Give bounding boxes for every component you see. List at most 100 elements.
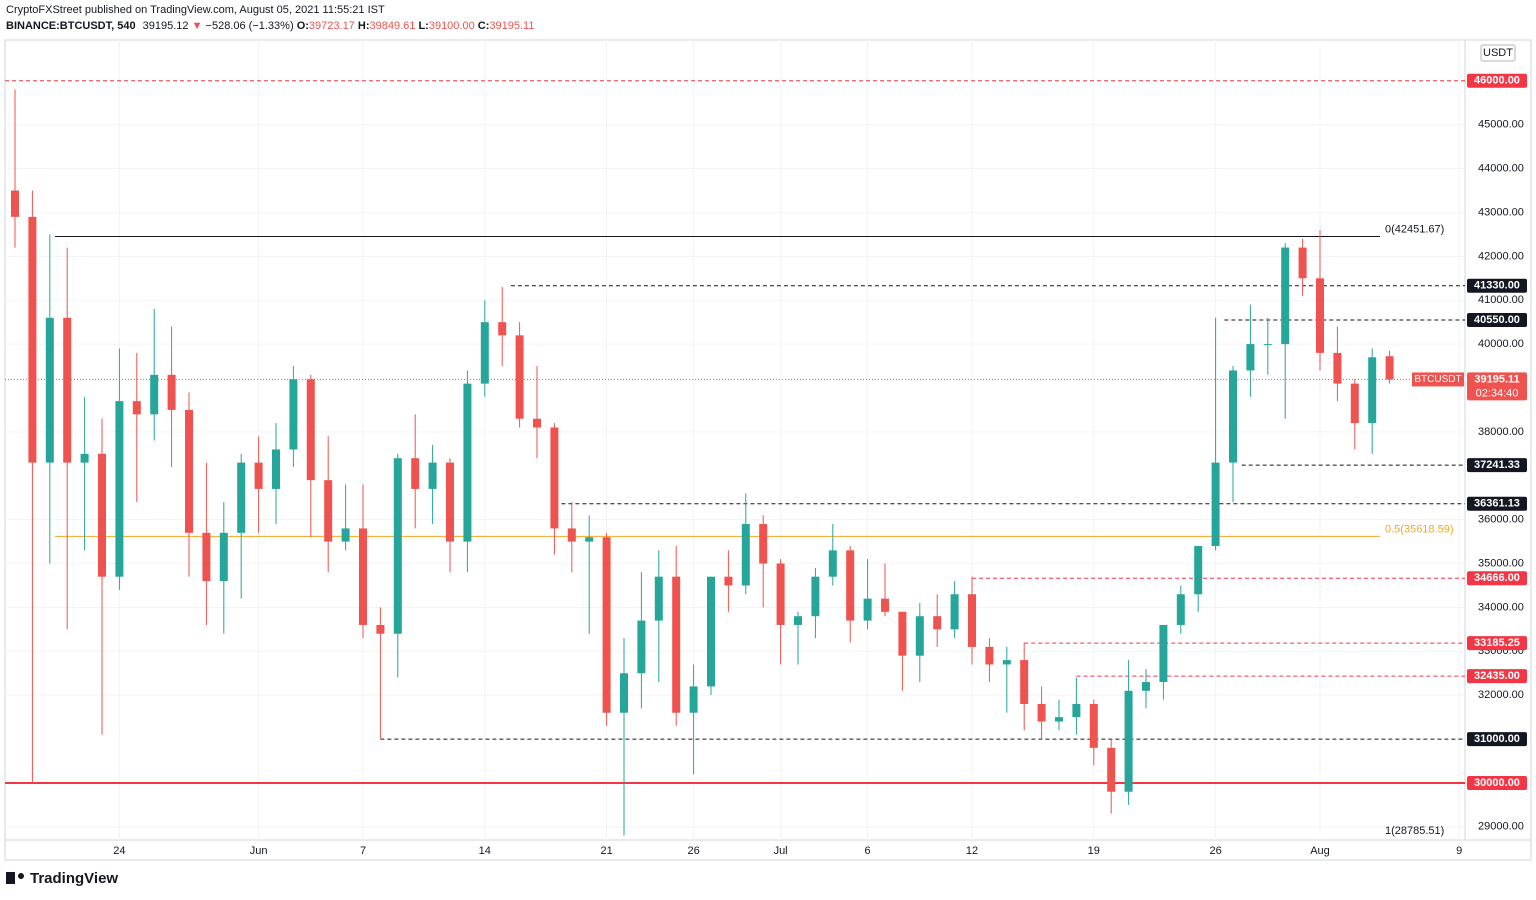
unit: USDT	[1483, 47, 1513, 59]
candle-body	[1368, 357, 1377, 424]
fib-label: 0.5(35618.59)	[1385, 523, 1454, 535]
candle-body	[306, 379, 315, 481]
level-box	[1467, 669, 1527, 684]
candle-body	[672, 576, 681, 713]
level-box	[1467, 571, 1527, 586]
candle-body	[1229, 370, 1237, 463]
level-box	[1467, 732, 1527, 747]
y-tick-label: 32000.00	[1478, 689, 1524, 701]
frame	[4, 39, 1532, 861]
candle-body	[219, 532, 228, 582]
candle-body	[237, 462, 246, 533]
candle-body	[950, 594, 959, 630]
candle-body	[637, 620, 646, 674]
x-tick-label: 19	[1088, 845, 1100, 857]
candle-body	[811, 576, 820, 617]
level-label: 32435.00	[1474, 670, 1520, 682]
candle-body	[1107, 747, 1116, 792]
candle-body	[741, 524, 750, 586]
candle-body	[446, 462, 454, 542]
fib-label: 0(42451.67)	[1385, 223, 1444, 235]
x-tick-label: Aug	[1310, 845, 1330, 857]
candle-body	[498, 322, 507, 336]
candle-body	[359, 528, 367, 625]
publisher: CryptoFXStreet published on TradingView.…	[6, 4, 385, 16]
y-tick-label: 34000.00	[1478, 601, 1524, 613]
candle-body	[550, 427, 559, 529]
symbol: BINANCE:BTCUSDT, 540	[6, 20, 136, 32]
arrow: ▼	[192, 20, 203, 32]
candle-body	[1002, 660, 1011, 665]
candle-body	[724, 576, 733, 586]
candle-body	[1298, 247, 1307, 279]
o: 39723.17	[309, 20, 355, 32]
candle-body	[1281, 247, 1290, 345]
candle-body	[1246, 344, 1255, 371]
h: 39849.61	[369, 20, 415, 32]
x-tick-label: Jul	[774, 845, 788, 857]
x-tick-label: 26	[1209, 845, 1221, 857]
level-label: 30000.00	[1474, 777, 1520, 789]
c-label: C:	[478, 20, 490, 32]
candle-body	[585, 537, 594, 542]
candle-body	[567, 528, 576, 542]
x-tick-label: 12	[966, 845, 978, 857]
x-tick-label: 26	[687, 845, 699, 857]
candle-body	[707, 576, 715, 687]
candle-body	[1194, 545, 1203, 595]
level-label: 34666.00	[1474, 572, 1520, 584]
candle-body	[602, 537, 611, 713]
level-box	[1467, 496, 1527, 511]
y-tick-label: 43000.00	[1478, 206, 1524, 218]
x-tick-label: 14	[479, 845, 491, 857]
level-label: 41330.00	[1474, 280, 1520, 292]
candle-body	[968, 594, 976, 647]
candle-body	[28, 216, 37, 463]
unit-box	[1480, 44, 1516, 62]
y-tick-label: 35000.00	[1478, 557, 1524, 569]
countdown: 02:34:40	[1476, 387, 1519, 399]
candle-body	[1037, 703, 1046, 722]
candle-body	[463, 383, 472, 542]
header-values: BINANCE:BTCUSDT, 540 39195.12 ▼ −528.06 …	[6, 20, 534, 32]
x-tick-label: 9	[1456, 845, 1462, 857]
candle-body	[185, 409, 193, 533]
price-box	[1467, 372, 1527, 401]
candle-body	[1316, 278, 1324, 353]
change: −528.06 (−1.33%)	[206, 20, 294, 32]
y-tick-label: 36000.00	[1478, 514, 1524, 526]
candle-body	[881, 598, 889, 612]
candle-body	[11, 190, 19, 217]
level-box	[1467, 775, 1527, 790]
candle-body	[1142, 682, 1150, 691]
candle-body	[393, 458, 402, 634]
y-tick-label: 42000.00	[1478, 250, 1524, 262]
candle-body	[132, 401, 141, 415]
y-tick-label: 45000.00	[1478, 119, 1524, 131]
brand: TradingView	[30, 870, 118, 887]
candle-body	[63, 317, 72, 463]
y-tick-label: 38000.00	[1478, 426, 1524, 438]
candle-body	[80, 453, 89, 463]
candle-body	[272, 449, 280, 489]
candle-body	[376, 624, 385, 634]
candle-body	[1072, 703, 1081, 718]
candle-body	[533, 418, 541, 428]
candle-body	[933, 616, 942, 630]
candle-body	[254, 462, 263, 489]
l: 39100.00	[429, 20, 475, 32]
candle-body	[1211, 462, 1220, 546]
h-label: H:	[358, 20, 370, 32]
candle-body	[1159, 624, 1168, 683]
candle-body	[1385, 356, 1394, 380]
candle-body	[341, 528, 350, 542]
candle-body	[1124, 690, 1133, 792]
candle-body	[828, 550, 837, 577]
level-box	[1467, 312, 1527, 327]
c: 39195.11	[489, 20, 534, 32]
candle-body	[1263, 344, 1272, 346]
x-tick-label: 7	[360, 845, 366, 857]
x-tick-label: 21	[600, 845, 612, 857]
